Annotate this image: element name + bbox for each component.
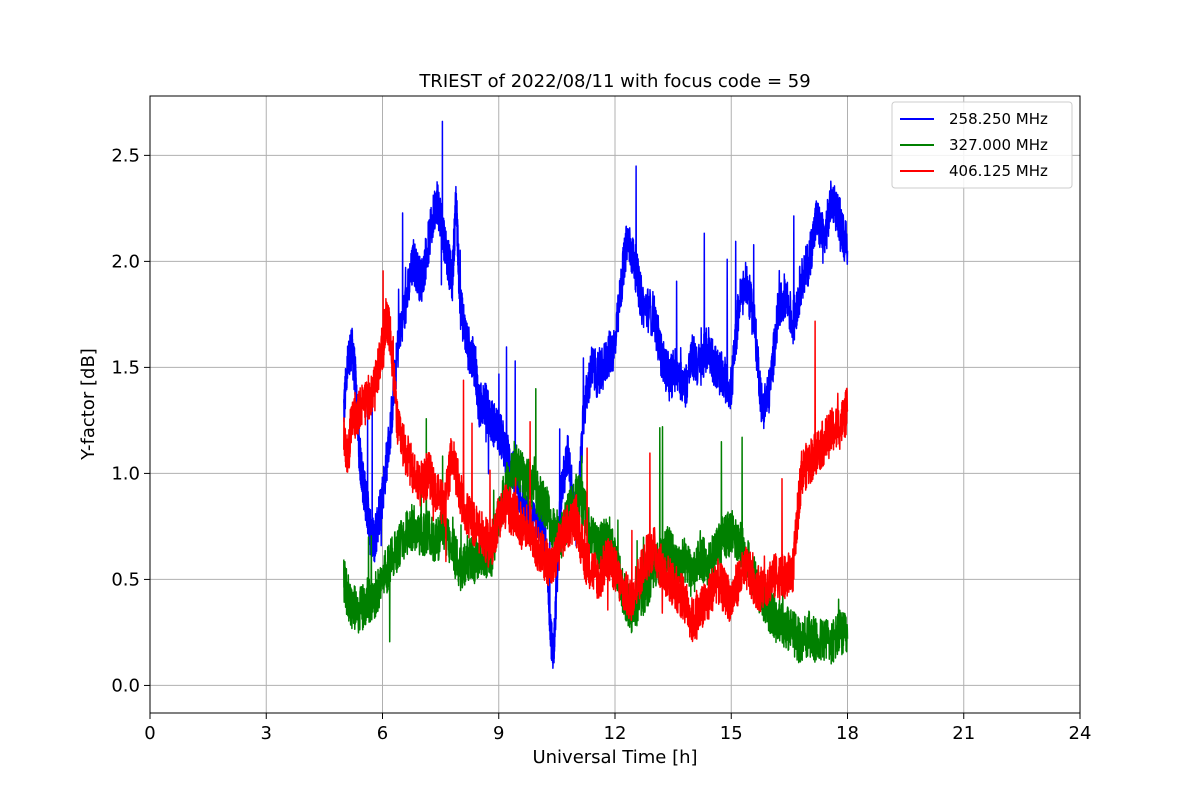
x-tick-label: 21 <box>952 723 975 744</box>
y-axis-ticks: 0.0 0.5 1.0 1.5 2.0 2.5 <box>111 145 150 696</box>
legend-label: 406.125 MHz <box>949 162 1048 180</box>
x-tick-label: 24 <box>1069 723 1092 744</box>
y-tick-label: 0.5 <box>111 569 140 590</box>
y-tick-label: 2.0 <box>111 251 140 272</box>
x-tick-label: 6 <box>377 723 388 744</box>
series-line <box>343 270 849 643</box>
x-axis-ticks: 0 3 6 9 12 15 18 21 24 <box>144 713 1091 744</box>
x-tick-label: 9 <box>493 723 504 744</box>
y-tick-label: 2.5 <box>111 145 140 166</box>
legend: 258.250 MHz 327.000 MHz 406.125 MHz <box>891 101 1073 189</box>
legend-box <box>891 101 1073 189</box>
y-tick-label: 1.5 <box>111 357 140 378</box>
x-tick-label: 15 <box>720 723 743 744</box>
series-line <box>343 387 849 665</box>
x-tick-label: 12 <box>604 723 627 744</box>
x-tick-label: 0 <box>144 723 155 744</box>
x-tick-label: 3 <box>261 723 272 744</box>
legend-label: 258.250 MHz <box>949 110 1048 128</box>
series-lines <box>343 120 849 669</box>
chart-title: TRIEST of 2022/08/11 with focus code = 5… <box>418 71 810 92</box>
y-tick-label: 1.0 <box>111 463 140 484</box>
y-axis-label: Y-factor [dB] <box>78 348 99 461</box>
x-axis-label: Universal Time [h] <box>532 747 697 768</box>
x-tick-label: 18 <box>836 723 859 744</box>
legend-label: 327.000 MHz <box>949 136 1048 154</box>
y-tick-label: 0.0 <box>111 675 140 696</box>
